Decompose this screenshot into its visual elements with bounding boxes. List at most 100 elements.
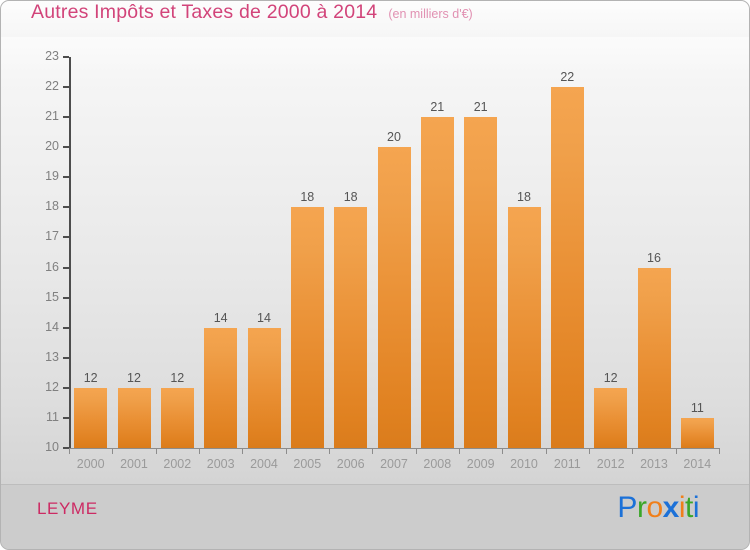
y-tick-label: 14: [45, 319, 59, 334]
y-tick-label: 18: [45, 199, 59, 214]
chart-subtitle: (en milliers d'€): [388, 7, 473, 21]
y-tick-mark: [63, 356, 69, 359]
bar-value-label: 18: [343, 190, 358, 205]
x-tick-label-2012: 2012: [596, 457, 625, 471]
bar-value-label: 14: [213, 310, 228, 325]
logo-letter-5: t: [684, 491, 693, 524]
x-tick-label-2011: 2011: [553, 457, 581, 471]
y-tick-mark: [63, 296, 69, 299]
bar-value-label: 14: [257, 310, 271, 325]
x-tick-label-2010: 2010: [510, 457, 538, 471]
bar-value-label: 18: [300, 190, 315, 205]
bar-2013[interactable]: [637, 267, 671, 448]
logo-letter-4: i: [678, 491, 686, 524]
x-tick-mark: [199, 448, 200, 454]
x-tick-mark: [719, 448, 720, 454]
logo-letter-0: P: [617, 491, 637, 524]
x-tick-mark: [502, 448, 503, 454]
y-tick-mark: [63, 386, 69, 389]
x-tick-label-2014: 2014: [683, 457, 712, 471]
bar-2007[interactable]: [377, 147, 411, 448]
y-tick-label: 20: [45, 139, 59, 154]
bar-2001[interactable]: [117, 387, 151, 448]
y-axis-line: [69, 57, 71, 449]
x-tick-mark: [112, 448, 113, 454]
x-tick-label-2005: 2005: [293, 457, 322, 471]
x-tick-mark: [546, 448, 547, 454]
x-tick-mark: [416, 448, 417, 454]
y-tick-mark: [63, 236, 69, 239]
y-tick-label: 23: [45, 49, 59, 63]
x-tick-mark: [286, 448, 287, 454]
x-tick-mark: [676, 448, 677, 454]
x-tick-label-2009: 2009: [466, 457, 495, 471]
x-tick-mark: [372, 448, 373, 454]
y-tick-label: 13: [45, 349, 59, 364]
y-tick-label: 17: [45, 229, 59, 244]
y-tick-label: 11: [46, 409, 59, 424]
x-tick-mark: [156, 448, 157, 454]
bar-2006[interactable]: [334, 207, 368, 448]
x-tick-label-2004: 2004: [250, 457, 278, 471]
x-tick-mark: [69, 448, 70, 454]
bar-2005[interactable]: [290, 207, 324, 448]
bar-2009[interactable]: [464, 117, 498, 448]
y-tick-mark: [63, 266, 69, 269]
bar-value-label: 12: [83, 370, 98, 385]
x-tick-mark: [242, 448, 243, 454]
x-tick-label-2013: 2013: [640, 457, 668, 471]
y-tick-label: 16: [45, 259, 59, 274]
bar-value-label: 20: [387, 130, 401, 145]
bar-value-label: 21: [473, 100, 488, 115]
bar-2014[interactable]: [680, 417, 714, 448]
bar-2010[interactable]: [507, 207, 541, 448]
y-tick-label: 19: [45, 169, 59, 184]
proxiti-logo[interactable]: Proxiti: [617, 491, 699, 525]
bar-value-label: 12: [603, 370, 618, 385]
x-tick-label-2008: 2008: [423, 457, 452, 471]
x-tick-label-2001: 2001: [120, 457, 148, 471]
bar-value-label: 12: [170, 370, 185, 385]
chart-plot-area: 10 11 12 13 14 15 16 17 18 19 20 21 22 23 2000 2001 200…: [1, 37, 749, 484]
bars-layer: [69, 58, 719, 448]
x-axis-line: [69, 448, 719, 449]
logo-letter-1: r: [636, 491, 647, 524]
y-tick-label: 15: [45, 289, 59, 304]
bar-2011[interactable]: [550, 87, 584, 448]
chart-footer: LEYME Proxiti: [1, 484, 749, 549]
chart-header: Autres Impôts et Taxes de 2000 à 2014 (e…: [1, 1, 749, 37]
y-tick-label: 10: [45, 440, 59, 454]
logo-letter-2: o: [646, 491, 663, 524]
logo-letter-3: x: [662, 491, 680, 524]
y-tick-mark: [63, 56, 69, 58]
x-tick-label-2000: 2000: [76, 457, 105, 471]
commune-label: LEYME: [37, 499, 98, 518]
bar-value-label: 22: [560, 70, 575, 85]
x-tick-label-2002: 2002: [163, 457, 192, 471]
bar-2012[interactable]: [594, 387, 628, 448]
y-tick-label: 21: [45, 109, 59, 124]
bar-2004[interactable]: [247, 327, 281, 448]
bar-value-label: 16: [647, 250, 661, 265]
y-tick-label: 12: [45, 379, 59, 394]
y-tick-mark: [63, 176, 69, 179]
bar-2003[interactable]: [204, 327, 238, 448]
x-tick-mark: [589, 448, 590, 454]
bar-value-label: 18: [517, 190, 531, 205]
bar-2000[interactable]: [74, 387, 108, 448]
bar-2002[interactable]: [160, 387, 194, 448]
x-tick-label-2007: 2007: [380, 457, 408, 471]
y-tick-mark: [63, 447, 69, 449]
logo-letter-6: i: [692, 491, 700, 524]
x-tick-mark: [632, 448, 633, 454]
page-title: Autres Impôts et Taxes de 2000 à 2014: [31, 1, 378, 23]
x-tick-mark: [459, 448, 460, 454]
bar-value-label: 11: [690, 400, 704, 415]
bar-value-label: 21: [430, 100, 445, 115]
x-tick-mark: [329, 448, 330, 454]
x-tick-label-2003: 2003: [206, 457, 235, 471]
y-tick-mark: [63, 116, 69, 119]
y-tick-mark: [63, 206, 69, 209]
bar-2008[interactable]: [420, 117, 454, 448]
